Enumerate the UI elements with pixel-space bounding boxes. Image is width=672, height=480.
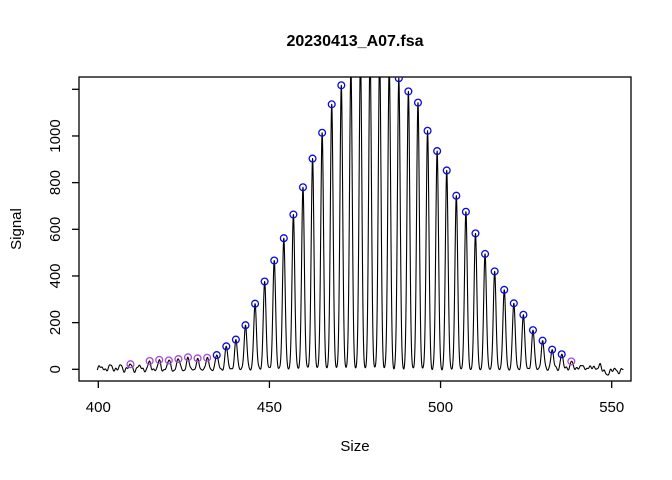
peak-marker-circle — [308, 154, 317, 163]
y-tick-label: 800 — [47, 170, 64, 195]
y-axis-label: Signal — [8, 208, 25, 250]
peak-markers — [126, 77, 576, 369]
minor-peak-marker-circle — [164, 356, 173, 365]
signal-polyline — [96, 77, 624, 376]
peak-marker-circle — [500, 285, 509, 294]
peak-marker-circle — [528, 326, 538, 335]
plot-box — [78, 76, 632, 382]
peak-marker-circle — [433, 147, 442, 156]
peak-marker-circle — [519, 310, 528, 319]
peak-marker-circle — [318, 128, 327, 137]
peak-marker-circle — [260, 277, 269, 286]
y-tick-label: 1000 — [47, 119, 64, 152]
peak-marker-circle — [423, 126, 432, 135]
peak-marker-circle — [442, 166, 451, 175]
peak-marker-circle — [461, 207, 470, 216]
minor-peak-marker-circle — [174, 355, 183, 364]
minor-peak-marker-circle — [203, 353, 212, 362]
peak-marker-circle — [327, 100, 336, 109]
minor-peak-marker-circle — [155, 355, 164, 364]
peak-marker-circle — [490, 267, 499, 276]
x-tick-label: 500 — [428, 399, 453, 416]
y-tick-label: 600 — [47, 217, 64, 242]
axes: 400 450 500 550 0 200 400 600 800 1000 — [47, 76, 632, 416]
peak-marker-circle — [557, 350, 566, 359]
peak-marker-circle — [471, 229, 480, 238]
minor-peak-marker-circle — [193, 354, 202, 363]
x-tick-label: 550 — [599, 399, 624, 416]
peak-marker-circle — [481, 249, 490, 258]
y-tick-label: 200 — [47, 310, 64, 335]
peak-marker-circle — [222, 342, 231, 351]
peak-marker-circle — [231, 335, 240, 344]
peak-marker-circle — [279, 234, 288, 243]
chart-title: 20230413_A07.fsa — [286, 33, 423, 50]
signal-trace — [96, 77, 624, 376]
peak-marker-circle — [241, 321, 250, 330]
peak-marker-circle — [212, 351, 221, 360]
x-axis-label: Size — [340, 438, 369, 455]
peak-marker-circle — [337, 81, 346, 90]
peak-marker-circle — [404, 87, 413, 96]
minor-peak-marker-circle — [126, 360, 135, 369]
peak-marker-circle — [270, 256, 279, 265]
peak-marker-circle — [413, 98, 423, 107]
x-tick-label: 400 — [86, 399, 111, 416]
y-tick-label: 400 — [47, 263, 64, 288]
peak-marker-circle — [548, 345, 557, 354]
peak-marker-circle — [538, 336, 547, 345]
peak-marker-circle — [289, 210, 298, 219]
peak-marker-circle — [452, 191, 461, 200]
y-tick-label: 0 — [47, 365, 64, 373]
peak-marker-circle — [251, 299, 260, 308]
peak-marker-circle — [509, 299, 518, 308]
minor-peak-marker-circle — [145, 356, 154, 366]
minor-peak-marker-circle — [183, 353, 193, 362]
peak-marker-circle — [298, 183, 308, 192]
peak-marker-circle — [394, 77, 403, 83]
minor-peak-marker-circle — [567, 357, 576, 366]
x-tick-label: 450 — [257, 399, 282, 416]
